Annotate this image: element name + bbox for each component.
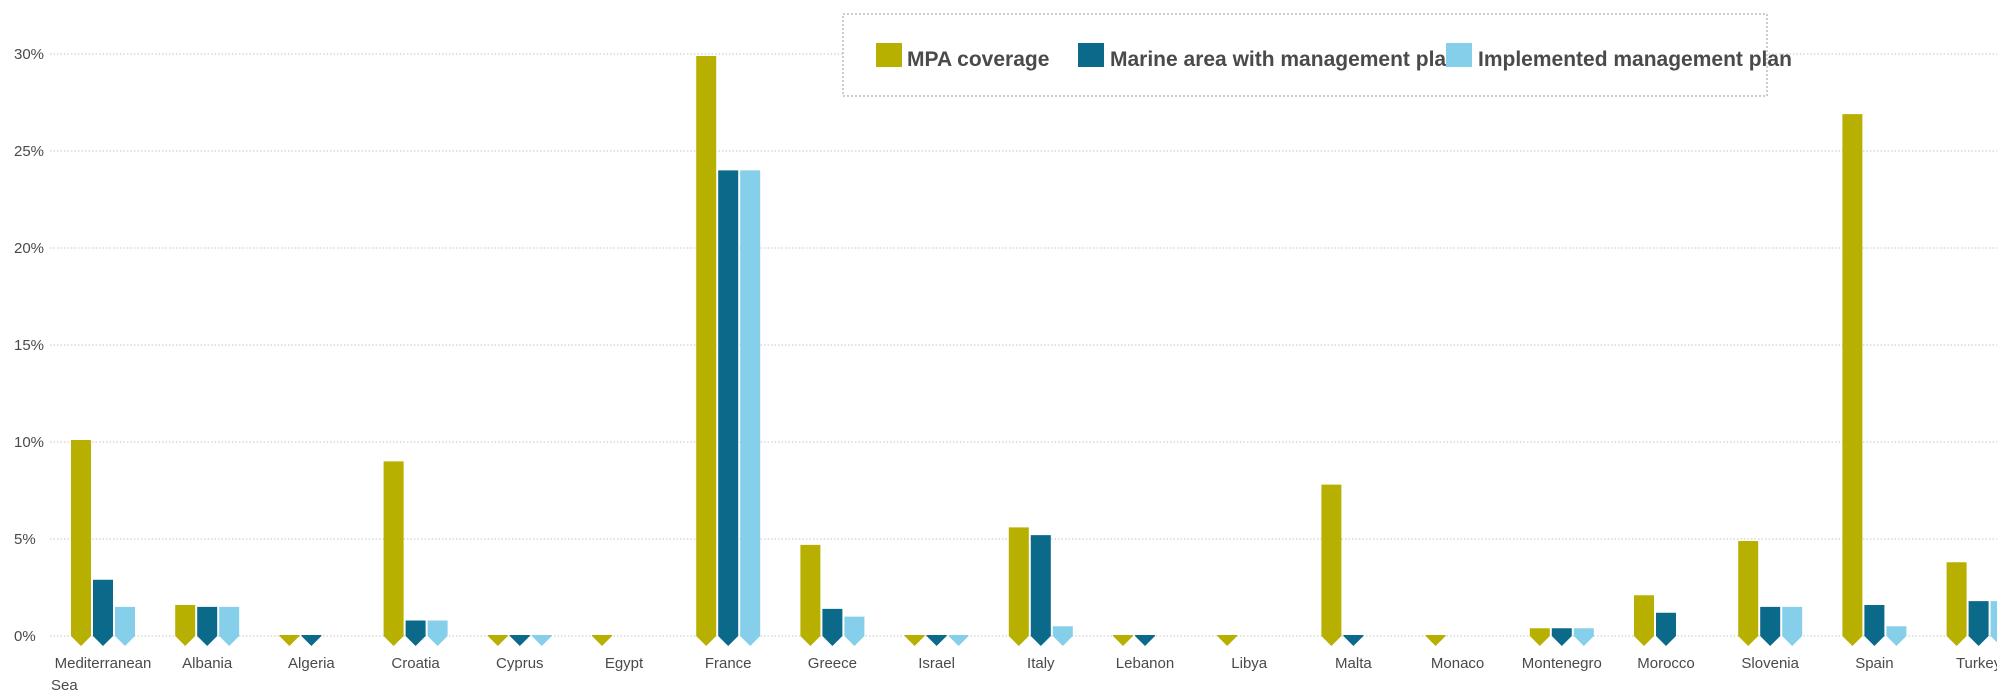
y-tick-label: 15% (14, 337, 44, 354)
bar (1968, 601, 1989, 646)
bar (1886, 626, 1907, 646)
x-tick-label: Egypt (605, 655, 644, 672)
bar (487, 635, 508, 646)
legend-label-mpa-coverage: MPA coverage (907, 48, 1049, 71)
bar (405, 620, 426, 646)
legend-box (842, 13, 1768, 97)
bar (1842, 114, 1863, 646)
x-tick-label: Algeria (288, 655, 335, 672)
bar (948, 635, 969, 646)
y-tick-label: 20% (14, 240, 44, 257)
bar (696, 55, 717, 646)
bar (1113, 635, 1133, 646)
legend-swatch-implemented-plan (1446, 43, 1472, 67)
bar (115, 606, 135, 646)
y-axis-ticks: 0% 5% 10% 15% 20% 25% 30% (14, 46, 44, 645)
y-tick-label: 0% (14, 628, 36, 645)
x-tick-label: Israel (918, 655, 955, 672)
bar (1008, 527, 1029, 646)
y-tick-label: 10% (14, 434, 44, 451)
bar (1030, 535, 1051, 646)
bar (1551, 628, 1572, 646)
bar (800, 544, 821, 646)
bar (1738, 540, 1759, 646)
x-axis-labels: Mediterranean Sea Albania Algeria Croatia Cyp… (51, 655, 1997, 694)
x-tick-label: Croatia (391, 655, 440, 672)
bar (1760, 606, 1781, 646)
x-tick-label: Albania (182, 655, 233, 672)
x-tick-label: France (705, 655, 752, 672)
legend: MPA coverage Marine area with management… (842, 13, 1792, 97)
bar (1135, 635, 1155, 646)
bar (301, 635, 322, 646)
bar (1864, 604, 1885, 646)
x-tick-label: Morocco (1637, 655, 1695, 672)
bar (427, 620, 448, 646)
x-tick-label: Monaco (1431, 655, 1484, 672)
bar (1321, 484, 1342, 646)
x-tick-label: Spain (1855, 655, 1893, 672)
x-tick-label: Italy (1027, 655, 1055, 672)
bar (197, 606, 218, 646)
bar (740, 170, 761, 646)
x-tick-label: Greece (808, 655, 857, 672)
bar (383, 461, 404, 646)
bar (1052, 626, 1073, 646)
legend-swatch-mpa-coverage (876, 43, 902, 67)
bar (1425, 635, 1446, 646)
legend-label-implemented-plan: Implemented management plan (1478, 48, 1792, 71)
bar (718, 170, 739, 646)
bar (1343, 635, 1364, 646)
bar (904, 635, 925, 646)
bar (71, 440, 91, 646)
bar (1946, 562, 1967, 646)
y-tick-label: 25% (14, 143, 44, 160)
y-tick-label: 30% (14, 46, 44, 63)
bar (1990, 601, 1997, 643)
x-tick-label: Malta (1335, 655, 1372, 672)
bar (219, 606, 240, 646)
legend-swatch-management-plan (1078, 43, 1104, 67)
bar (822, 608, 843, 646)
x-tick-label: Lebanon (1116, 655, 1174, 672)
bar (926, 635, 947, 646)
bar (509, 635, 530, 646)
bar (592, 635, 612, 646)
legend-label-management-plan: Marine area with management plan (1110, 48, 1459, 71)
bar (279, 635, 300, 646)
bar (531, 635, 552, 646)
bar (1634, 595, 1654, 646)
bar (1529, 628, 1550, 646)
y-tick-label: 5% (14, 531, 36, 548)
bar (1573, 628, 1594, 646)
x-tick-label: Mediterranean Sea (51, 655, 151, 694)
bar (93, 579, 113, 646)
bar (175, 604, 196, 646)
bar (844, 616, 865, 646)
bars (71, 55, 1997, 646)
bar (1217, 635, 1238, 646)
x-tick-label: Slovenia (1741, 655, 1799, 672)
x-tick-label: Montenegro (1522, 655, 1602, 672)
x-tick-label: Cyprus (496, 655, 544, 672)
bar (1782, 606, 1803, 646)
x-tick-label: Libya (1231, 655, 1268, 672)
bar (1656, 612, 1676, 646)
x-tick-label: Turkey (1956, 655, 1997, 672)
